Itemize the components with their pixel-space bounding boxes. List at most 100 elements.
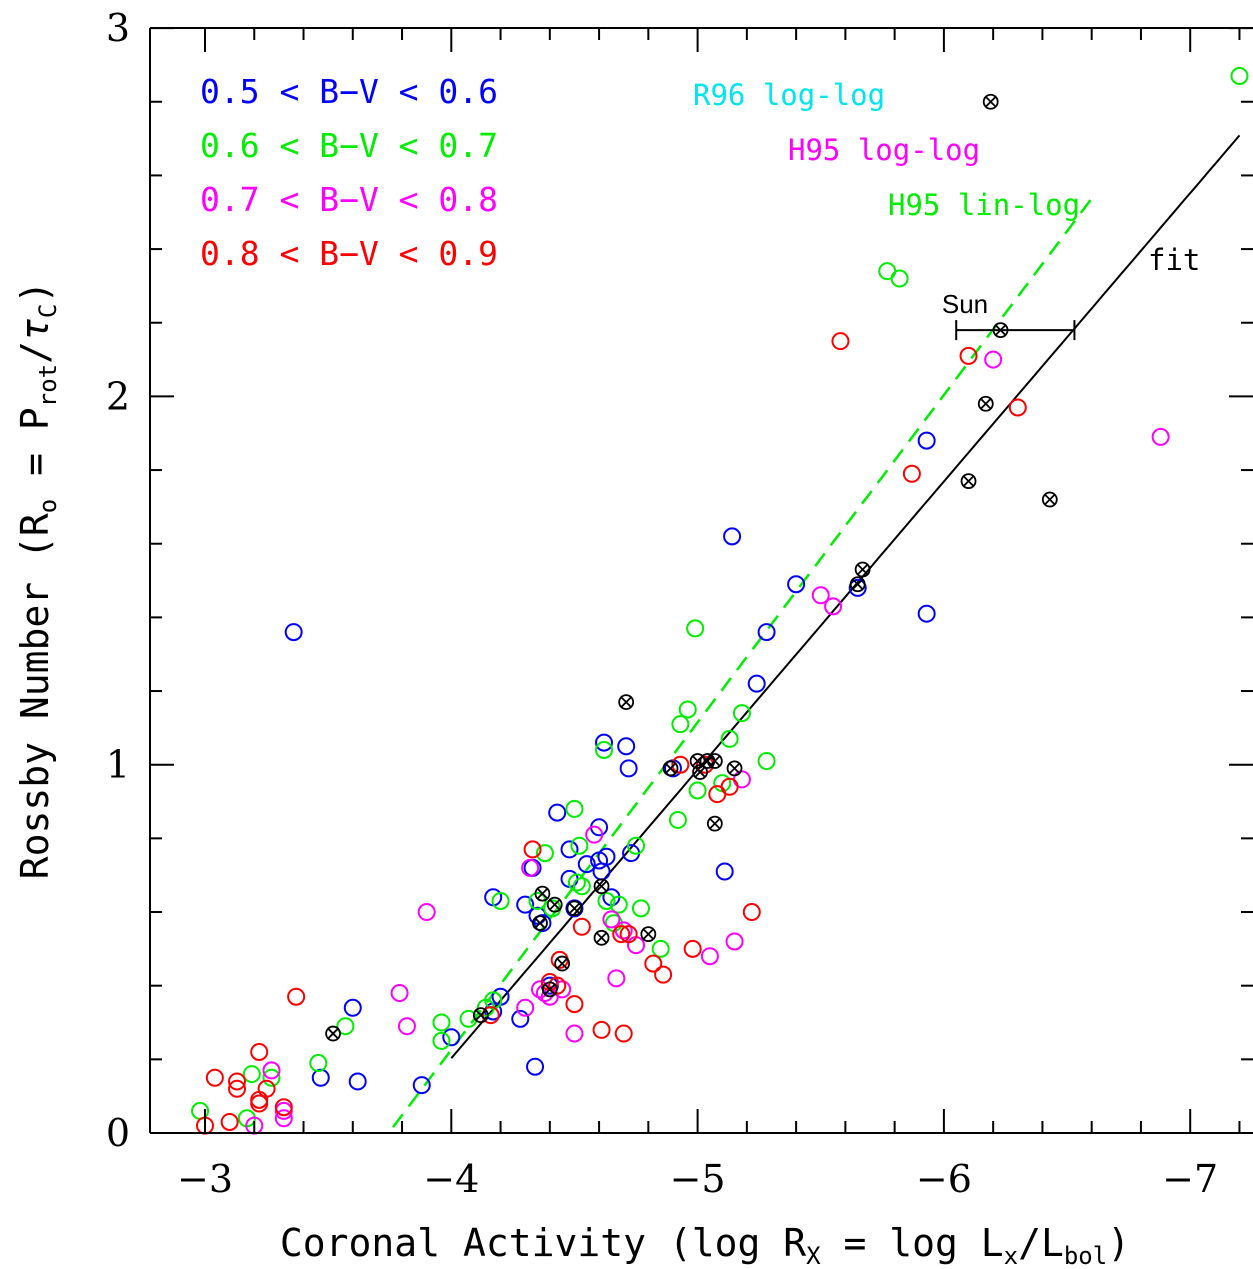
x-tick-label: −3 bbox=[177, 1157, 233, 1201]
data-point-blue bbox=[348, 1072, 367, 1091]
data-point-blue bbox=[617, 737, 636, 756]
data-point-red bbox=[683, 939, 702, 958]
data-point-red bbox=[572, 917, 591, 936]
flagged-point-cross bbox=[327, 1027, 339, 1040]
flagged-point-circle bbox=[689, 753, 706, 769]
data-point-green bbox=[1230, 66, 1249, 85]
data-point-red bbox=[671, 755, 690, 774]
data-point-blue bbox=[311, 1068, 330, 1087]
data-point-green bbox=[491, 891, 510, 910]
flagged-point-circle bbox=[706, 753, 723, 769]
data-point-green bbox=[309, 1054, 328, 1073]
data-point-blue bbox=[577, 855, 596, 874]
data-point-blue bbox=[917, 604, 936, 623]
flagged-point-circle bbox=[726, 760, 743, 777]
flagged-point-circle bbox=[982, 93, 999, 110]
flagged-point bbox=[982, 93, 999, 110]
flagged-point bbox=[618, 694, 635, 710]
data-point-green bbox=[336, 1017, 355, 1036]
data-point-green bbox=[686, 619, 705, 638]
flagged-point-cross bbox=[962, 475, 975, 487]
data-point-green bbox=[678, 700, 697, 719]
flagged-point-circle bbox=[541, 981, 558, 998]
data-point-blue bbox=[565, 899, 584, 918]
legend-entry: 0.7 < B−V < 0.8 bbox=[200, 180, 498, 219]
data-point-green bbox=[242, 1065, 261, 1084]
data-point-red bbox=[205, 1068, 224, 1087]
data-point-green bbox=[432, 1031, 451, 1050]
data-point-blue bbox=[343, 998, 362, 1017]
legend-entry: 0.8 < B−V < 0.9 bbox=[200, 234, 498, 273]
x-tick-label: −6 bbox=[916, 1157, 972, 1201]
flagged-point bbox=[706, 753, 723, 769]
flagged-point-circle bbox=[593, 878, 610, 895]
data-point-magenta bbox=[614, 921, 633, 940]
data-point-magenta bbox=[627, 936, 646, 955]
data-points bbox=[191, 66, 1249, 1135]
data-point-red bbox=[548, 976, 567, 995]
sun-point bbox=[992, 322, 1009, 339]
flagged-point-cross bbox=[856, 563, 869, 576]
data-point-blue bbox=[715, 862, 734, 881]
data-point-blue bbox=[548, 803, 567, 822]
flagged-point-cross bbox=[642, 928, 654, 940]
data-point-green bbox=[572, 877, 591, 896]
data-point-blue bbox=[848, 578, 867, 597]
flagged-point-circle bbox=[1041, 491, 1058, 508]
flagged-point-circle bbox=[692, 764, 708, 780]
data-point-green bbox=[567, 873, 586, 892]
data-point-magenta bbox=[700, 947, 719, 966]
flagged-point-cross bbox=[664, 762, 677, 775]
x-tick-label: −7 bbox=[1162, 1157, 1218, 1201]
y-tick-label: 1 bbox=[106, 743, 130, 787]
data-point-green bbox=[627, 836, 646, 855]
data-point-red bbox=[565, 995, 584, 1014]
data-point-red bbox=[250, 1090, 269, 1109]
data-point-green bbox=[668, 810, 687, 829]
data-point-red bbox=[644, 954, 663, 973]
flagged-point bbox=[534, 885, 551, 902]
data-point-blue bbox=[619, 759, 638, 778]
flagged-point-cross bbox=[536, 887, 549, 900]
data-point-green bbox=[597, 891, 616, 910]
data-point-magenta bbox=[516, 998, 535, 1017]
flagged-point-cross bbox=[709, 817, 721, 830]
curve-fit bbox=[450, 134, 1241, 1059]
data-point-blue bbox=[747, 674, 766, 693]
x-tick-label: −4 bbox=[423, 1157, 479, 1201]
data-point-green bbox=[651, 939, 670, 958]
data-point-magenta bbox=[417, 903, 436, 922]
flagged-point bbox=[546, 896, 563, 913]
data-point-magenta bbox=[607, 969, 626, 988]
y-tick-label: 0 bbox=[106, 1111, 130, 1155]
flagged-point bbox=[977, 395, 994, 412]
data-point-blue bbox=[533, 914, 552, 933]
flagged-point bbox=[854, 561, 871, 578]
flagged-point bbox=[566, 900, 583, 917]
data-point-green bbox=[570, 836, 589, 855]
legend-entry: 0.5 < B−V < 0.6 bbox=[200, 72, 498, 111]
data-point-blue bbox=[442, 1028, 461, 1047]
data-point-red bbox=[250, 1042, 269, 1061]
flagged-point-circle bbox=[566, 900, 583, 917]
data-point-red bbox=[220, 1112, 239, 1131]
data-point-magenta bbox=[262, 1061, 281, 1080]
flagged-point-cross bbox=[980, 398, 992, 410]
flagged-point bbox=[706, 815, 723, 832]
data-point-magenta bbox=[565, 1024, 584, 1043]
y-tick-label: 2 bbox=[106, 374, 130, 418]
flagged-point-cross bbox=[985, 96, 997, 108]
data-point-red bbox=[287, 987, 306, 1006]
flagged-point-cross bbox=[709, 755, 721, 767]
flagged-point-circle bbox=[854, 561, 871, 578]
flagged-point bbox=[662, 760, 679, 777]
data-point-green bbox=[535, 844, 554, 863]
data-point-blue bbox=[516, 895, 535, 914]
flagged-point-circle bbox=[534, 885, 551, 902]
x-tick-label: −5 bbox=[670, 1157, 726, 1201]
flagged-point-circle bbox=[554, 955, 571, 972]
flagged-point bbox=[692, 764, 708, 780]
data-point-blue bbox=[597, 847, 616, 866]
flagged-point-circle bbox=[640, 926, 657, 943]
